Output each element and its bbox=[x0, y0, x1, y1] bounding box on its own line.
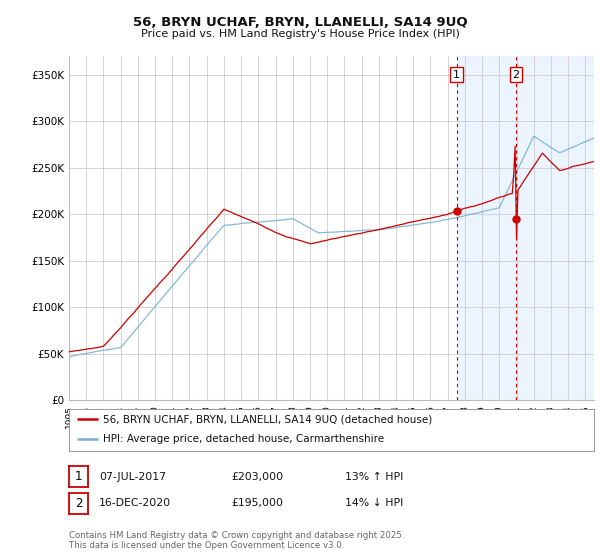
Text: £203,000: £203,000 bbox=[231, 472, 283, 482]
Text: 56, BRYN UCHAF, BRYN, LLANELLI, SA14 9UQ: 56, BRYN UCHAF, BRYN, LLANELLI, SA14 9UQ bbox=[133, 16, 467, 29]
Text: 2: 2 bbox=[512, 69, 520, 80]
Bar bbox=[457, 56, 594, 400]
Text: Price paid vs. HM Land Registry's House Price Index (HPI): Price paid vs. HM Land Registry's House … bbox=[140, 29, 460, 39]
Text: 2: 2 bbox=[75, 497, 82, 510]
Text: 14% ↓ HPI: 14% ↓ HPI bbox=[345, 498, 403, 508]
Text: Contains HM Land Registry data © Crown copyright and database right 2025.
This d: Contains HM Land Registry data © Crown c… bbox=[69, 531, 404, 550]
Text: 16-DEC-2020: 16-DEC-2020 bbox=[99, 498, 171, 508]
Text: 13% ↑ HPI: 13% ↑ HPI bbox=[345, 472, 403, 482]
Text: HPI: Average price, detached house, Carmarthenshire: HPI: Average price, detached house, Carm… bbox=[103, 434, 384, 444]
Text: 56, BRYN UCHAF, BRYN, LLANELLI, SA14 9UQ (detached house): 56, BRYN UCHAF, BRYN, LLANELLI, SA14 9UQ… bbox=[103, 414, 433, 424]
Text: £195,000: £195,000 bbox=[231, 498, 283, 508]
Text: 1: 1 bbox=[453, 69, 460, 80]
Text: 07-JUL-2017: 07-JUL-2017 bbox=[99, 472, 166, 482]
Text: 1: 1 bbox=[75, 470, 82, 483]
